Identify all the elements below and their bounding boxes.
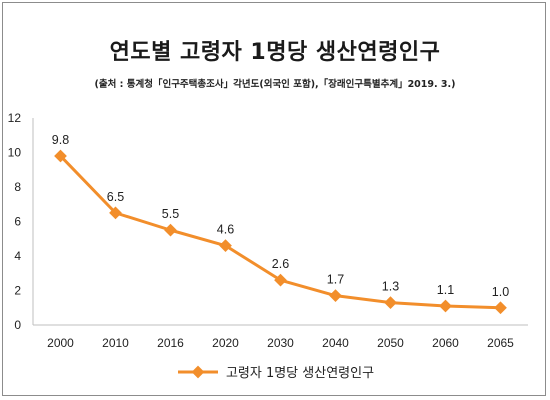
data-point-marker [54, 149, 67, 163]
series-group [54, 149, 507, 315]
chart-frame [2, 2, 546, 396]
y-tick-label: 2 [14, 284, 21, 298]
chart-legend: 고령자 1명당 생산연령인구 [0, 362, 550, 381]
data-point-marker [164, 223, 177, 237]
data-point-marker [329, 289, 342, 303]
data-label: 1.0 [492, 285, 509, 299]
x-tick-label: 2050 [377, 336, 404, 350]
data-label: 4.6 [217, 223, 234, 237]
legend-marker [191, 365, 205, 378]
legend-swatch [177, 365, 218, 378]
data-point-marker [384, 296, 397, 309]
data-label: 1.3 [382, 280, 399, 294]
data-point-marker [109, 206, 122, 220]
y-tick-label: 8 [14, 180, 21, 194]
data-point-marker [439, 299, 452, 313]
x-tick-label: 2000 [47, 336, 74, 350]
chart-source-note: (출처 : 통계청「인구주택총조사」각년도(외국인 포함),「장래인구특별추계」… [94, 79, 456, 90]
y-tick-label: 6 [14, 215, 21, 229]
data-label: 1.1 [437, 283, 454, 297]
data-label: 9.8 [52, 133, 69, 147]
x-tick-label: 2016 [157, 336, 184, 350]
chart-axes [32, 118, 528, 326]
y-tick-label: 4 [14, 249, 21, 263]
x-tick-label: 2010 [102, 336, 129, 350]
x-tick-label: 2040 [322, 336, 349, 350]
data-labels: 9.8 6.5 5.5 4.6 2.6 1.7 1.3 1.1 1.0 [52, 133, 509, 299]
x-tick-label: 2065 [487, 336, 514, 350]
data-label: 5.5 [162, 207, 179, 221]
y-tick-label: 12 [8, 111, 22, 125]
x-tick-label: 2030 [267, 336, 294, 350]
data-point-marker [274, 273, 287, 287]
data-point-marker [219, 239, 232, 253]
chart-title: 연도별 고령자 1명당 생산연령인구 [109, 40, 441, 65]
x-tick-label: 2060 [432, 336, 459, 350]
x-tick-labels: 2000 2010 2016 2020 2030 2040 2050 2060 2065 [47, 336, 514, 350]
data-label: 2.6 [272, 257, 289, 271]
y-tick-label: 0 [14, 318, 21, 332]
y-tick-label: 10 [8, 146, 22, 160]
data-point-marker [494, 301, 507, 315]
data-label: 6.5 [107, 190, 124, 204]
legend-label: 고령자 1명당 생산연령인구 [225, 366, 375, 381]
x-tick-label: 2020 [212, 336, 239, 350]
y-tick-labels: 0 2 4 6 8 10 12 [8, 111, 22, 332]
data-label: 1.7 [327, 273, 344, 287]
